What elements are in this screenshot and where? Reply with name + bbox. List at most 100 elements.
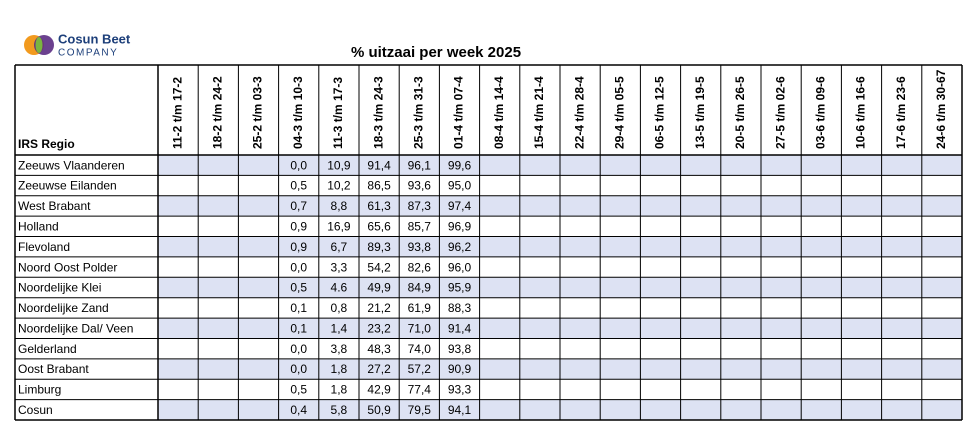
cell-value: 99,6 [448, 158, 472, 172]
cell-value: 1,8 [331, 362, 348, 376]
region-label: Oost Brabant [18, 362, 89, 376]
cell-value: 4.6 [331, 281, 348, 295]
cell-value: 49,9 [367, 281, 391, 295]
region-label: Cosun [18, 403, 53, 417]
cell-value: 8,8 [331, 199, 348, 213]
cell-value: 6,7 [331, 240, 348, 254]
logo-text: Cosun Beet [58, 31, 131, 46]
region-label: Limburg [18, 383, 61, 397]
column-header: 22-4 t/m 28-4 [572, 76, 586, 149]
cell-value: 0,9 [290, 240, 307, 254]
cell-value: 3,3 [331, 260, 348, 274]
cell-value: 65,6 [367, 220, 391, 234]
column-header: 06-5 t/m 12-5 [653, 76, 667, 149]
cell-value: 0,1 [290, 321, 307, 335]
cell-value: 0,9 [290, 220, 307, 234]
column-header: 18-3 t/m 24-3 [371, 76, 385, 149]
cell-value: 50,9 [367, 403, 391, 417]
column-header: 15-4 t/m 21-4 [532, 76, 546, 149]
cell-value: 95,9 [448, 281, 472, 295]
cell-value: 16,9 [327, 220, 351, 234]
column-header: 08-4 t/m 14-4 [492, 76, 506, 149]
column-header: 18-2 t/m 24-2 [210, 76, 224, 149]
cell-value: 96,2 [448, 240, 472, 254]
column-header: 27-5 t/m 02-6 [773, 76, 787, 149]
cell-value: 87,3 [408, 199, 432, 213]
cell-value: 42,9 [367, 383, 391, 397]
column-header: 20-5 t/m 26-5 [733, 76, 747, 149]
column-header: 03-6 t/m 09-6 [813, 76, 827, 149]
cell-value: 3,8 [331, 342, 348, 356]
cell-value: 93,8 [408, 240, 432, 254]
region-label: Holland [18, 220, 59, 234]
region-label: Noordelijke Klei [18, 281, 101, 295]
cell-value: 5,8 [331, 403, 348, 417]
cell-value: 57,2 [408, 362, 432, 376]
cell-value: 84,9 [408, 281, 432, 295]
column-header: 11-2 t/m 17-2 [170, 77, 184, 149]
column-header: 25-2 t/m 03-3 [251, 76, 265, 149]
region-label: Noordelijke Zand [18, 301, 109, 315]
cell-value: 48,3 [367, 342, 391, 356]
cell-value: 27,2 [367, 362, 391, 376]
column-header: 04-3 t/m 10-3 [291, 76, 305, 149]
cell-value: 0,0 [290, 342, 307, 356]
cell-value: 0,5 [290, 383, 307, 397]
cell-value: 61,9 [408, 301, 432, 315]
cell-value: 79,5 [408, 403, 432, 417]
cell-value: 0,5 [290, 281, 307, 295]
cell-value: 0,5 [290, 179, 307, 193]
cell-value: 93,6 [408, 179, 432, 193]
cell-value: 21,2 [367, 301, 391, 315]
column-header: 11-3 t/m 17-3 [331, 77, 345, 149]
column-header: 29-4 t/m 05-5 [612, 76, 626, 149]
cell-value: 96,9 [448, 220, 472, 234]
region-label: Zeeuwse Eilanden [18, 179, 117, 193]
cell-value: 97,4 [448, 199, 472, 213]
cell-value: 77,4 [408, 383, 432, 397]
region-label: Gelderland [18, 342, 77, 356]
region-label: Zeeuws Vlaanderen [18, 158, 125, 172]
cell-value: 94,1 [448, 403, 472, 417]
cell-value: 90,9 [448, 362, 472, 376]
cell-value: 0,1 [290, 301, 307, 315]
logo-leaf [35, 37, 43, 53]
cell-value: 96,1 [408, 158, 432, 172]
cell-value: 1,8 [331, 383, 348, 397]
cell-value: 89,3 [367, 240, 391, 254]
region-label: West Brabant [18, 199, 91, 213]
cell-value: 74,0 [408, 342, 432, 356]
cell-value: 1,4 [331, 321, 348, 335]
cell-value: 96,0 [448, 260, 472, 274]
cell-value: 10,9 [327, 158, 351, 172]
cell-value: 0,0 [290, 260, 307, 274]
column-header: 25-3 t/m 31-3 [411, 76, 425, 149]
region-label: Noordelijke Dal/ Veen [18, 321, 133, 335]
header-corner: IRS Regio [18, 137, 75, 151]
cell-value: 86,5 [367, 179, 391, 193]
cell-value: 0,0 [290, 362, 307, 376]
region-label: Noord Oost Polder [18, 260, 117, 274]
cell-value: 0,7 [290, 199, 307, 213]
column-header: 10-6 t/m 16-6 [854, 76, 868, 149]
cell-value: 82,6 [408, 260, 432, 274]
cell-value: 91,4 [367, 158, 391, 172]
cell-value: 23,2 [367, 321, 391, 335]
cell-value: 71,0 [408, 321, 432, 335]
region-label: Flevoland [18, 240, 70, 254]
cell-value: 91,4 [448, 321, 472, 335]
cell-value: 61,3 [367, 199, 391, 213]
column-header: 17-6 t/m 23-6 [894, 76, 908, 149]
column-header: 01-4 t/m 07-4 [452, 76, 466, 149]
logo: Cosun Beet COMPANY [24, 31, 131, 59]
cell-value: 93,8 [448, 342, 472, 356]
cell-value: 93,3 [448, 383, 472, 397]
cell-value: 88,3 [448, 301, 472, 315]
cell-value: 85,7 [408, 220, 432, 234]
title: % uitzaai per week 2025 [351, 44, 521, 61]
cell-value: 0,4 [290, 403, 307, 417]
cell-value: 10,2 [327, 179, 351, 193]
cell-value: 95,0 [448, 179, 472, 193]
cell-value: 54,2 [367, 260, 391, 274]
